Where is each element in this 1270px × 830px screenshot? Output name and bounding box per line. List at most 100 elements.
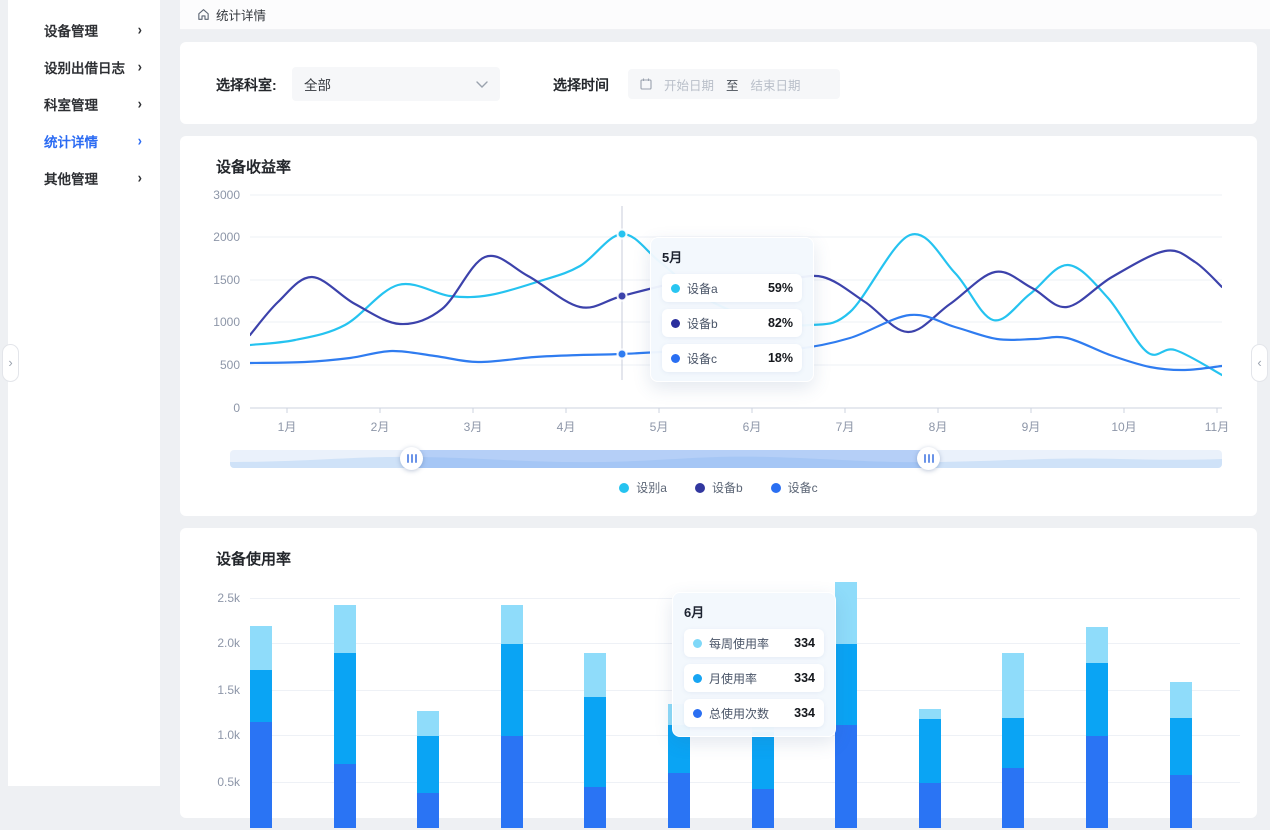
date-range-picker[interactable]: 开始日期 至 结束日期 — [628, 69, 840, 99]
tooltip-series-name: 月使用率 — [709, 671, 758, 686]
bar-segment — [500, 605, 523, 644]
bar-4月[interactable] — [500, 605, 523, 828]
bar-segment — [1002, 653, 1025, 718]
expand-left-panel-button[interactable]: › — [2, 344, 19, 382]
y-axis-label: 500 — [219, 358, 240, 372]
tooltip-row: 总使用次数 334 — [684, 699, 824, 727]
sidebar-item-2[interactable]: 科室管理 › — [8, 85, 160, 122]
revenue-chart-title: 设备收益率 — [216, 159, 292, 176]
series-dot-icon — [693, 708, 702, 718]
legend-item[interactable]: 设别a — [619, 479, 667, 496]
tooltip-series-name: 总使用次数 — [709, 706, 770, 721]
bar-segment — [1002, 768, 1025, 828]
datazoom-wave — [230, 456, 1222, 468]
tooltip-series-value: 18% — [767, 351, 793, 365]
chevron-left-icon: ‹ — [1257, 355, 1262, 370]
bar-9月[interactable] — [918, 709, 941, 828]
chevron-right-icon: › — [137, 95, 142, 112]
sidebar-item-4[interactable]: 其他管理 › — [8, 159, 160, 196]
revenue-rate-chart-card: 设备收益率 5月 设备a 59% 设备b 82% 设备c 18% 设别a 设备b 设备c 300… — [180, 136, 1257, 516]
x-axis-label: 1月 — [277, 420, 297, 434]
legend-item[interactable]: 设备b — [694, 479, 743, 496]
bar-chart-tooltip: 6月 每周使用率 334 月使用率 334 总使用次数 334 — [672, 592, 836, 737]
bar-7月[interactable] — [751, 723, 774, 828]
bar-segment — [333, 653, 356, 764]
y-axis-label: 1000 — [213, 315, 240, 329]
bar-10月[interactable] — [1002, 653, 1025, 828]
bar-segment — [1169, 717, 1192, 775]
bar-segment — [1086, 627, 1108, 664]
bar-segment — [333, 605, 356, 654]
bar-2月[interactable] — [333, 605, 356, 828]
line-chart-legend: 设别a 设备b 设备c — [180, 479, 1257, 496]
tooltip-row: 设备c 18% — [662, 344, 802, 372]
bar-segment — [584, 653, 607, 698]
y-axis-label: 1500 — [213, 273, 240, 287]
tooltip-row: 月使用率 334 — [684, 664, 824, 692]
sidebar-menu: 设备管理 › 设别出借日志 › 科室管理 › 统计详情 › 其他管理 › — [8, 11, 160, 196]
series-dot-icon — [671, 318, 680, 328]
department-select[interactable]: 全部 — [292, 67, 500, 101]
datazoom-selected-range[interactable] — [411, 450, 928, 468]
line-chart-tooltip: 5月 设备a 59% 设备b 82% 设备c 18% — [650, 237, 814, 382]
collapse-right-panel-button[interactable]: ‹ — [1251, 344, 1268, 382]
tooltip-title: 5月 — [662, 250, 683, 265]
sidebar-item-3[interactable]: 统计详情 › — [8, 122, 160, 159]
datazoom-track[interactable] — [230, 450, 1222, 468]
sidebar-item-label: 设备管理 — [44, 23, 98, 39]
x-axis-label: 10月 — [1111, 420, 1137, 434]
end-date-input[interactable]: 结束日期 — [750, 78, 801, 93]
tooltip-row: 每周使用率 334 — [684, 629, 824, 657]
gridline — [250, 782, 1240, 783]
y-axis-label: 2.5k — [217, 591, 240, 605]
bar-segment — [918, 719, 941, 783]
bar-segment — [584, 786, 607, 828]
sidebar-item-label: 其他管理 — [44, 171, 98, 187]
tooltip-series-name: 设备b — [687, 316, 718, 331]
bar-3月[interactable] — [417, 711, 440, 828]
chevron-right-icon: › — [8, 355, 13, 370]
bar-11月[interactable] — [1086, 627, 1108, 828]
tooltip-series-value: 334 — [794, 706, 815, 720]
sidebar-item-label: 设别出借日志 — [44, 60, 125, 76]
filter-card: 选择科室: 全部 选择时间 开始日期 至 结束日期 — [180, 42, 1257, 124]
bar-5月[interactable] — [584, 653, 607, 828]
bar-segment — [250, 722, 272, 828]
bar-segment — [835, 643, 858, 725]
sidebar: 设备管理 › 设别出借日志 › 科室管理 › 统计详情 › 其他管理 › — [8, 0, 160, 786]
legend-label: 设备c — [787, 481, 818, 495]
bar-segment — [250, 625, 272, 670]
chevron-right-icon: › — [137, 21, 142, 38]
bar-segment — [1086, 663, 1108, 736]
legend-dot-icon — [694, 482, 705, 493]
bar-segment — [751, 732, 774, 790]
bar-segment — [500, 735, 523, 828]
date-to-label: 至 — [726, 78, 739, 93]
sidebar-item-0[interactable]: 设备管理 › — [8, 11, 160, 48]
breadcrumb-label[interactable]: 统计详情 — [216, 9, 267, 23]
department-select-value: 全部 — [304, 78, 331, 93]
x-axis-label: 3月 — [463, 420, 483, 434]
x-axis-label: 4月 — [556, 420, 576, 434]
bar-8月[interactable] — [835, 582, 858, 828]
tooltip-series-value: 334 — [794, 671, 815, 685]
series-dot-icon — [671, 353, 680, 363]
calendar-icon — [640, 78, 652, 90]
sidebar-item-1[interactable]: 设别出借日志 › — [8, 48, 160, 85]
datazoom-left-handle[interactable] — [400, 447, 423, 470]
x-axis-label: 11月 — [1204, 420, 1230, 434]
bar-1月[interactable] — [250, 625, 272, 828]
bar-segment — [1086, 735, 1108, 828]
bar-segment — [835, 582, 858, 644]
home-icon — [198, 9, 209, 20]
bar-segment — [751, 789, 774, 828]
sidebar-item-label: 科室管理 — [44, 97, 98, 113]
bar-segment — [918, 709, 941, 720]
start-date-input[interactable]: 开始日期 — [664, 78, 715, 93]
bar-12月[interactable] — [1169, 681, 1192, 828]
y-axis-label: 2.0k — [217, 636, 240, 650]
datazoom-right-handle[interactable] — [917, 447, 940, 470]
legend-item[interactable]: 设备c — [770, 479, 818, 496]
datazoom-slider[interactable] — [230, 447, 1222, 470]
sidebar-item-label: 统计详情 — [44, 134, 98, 150]
